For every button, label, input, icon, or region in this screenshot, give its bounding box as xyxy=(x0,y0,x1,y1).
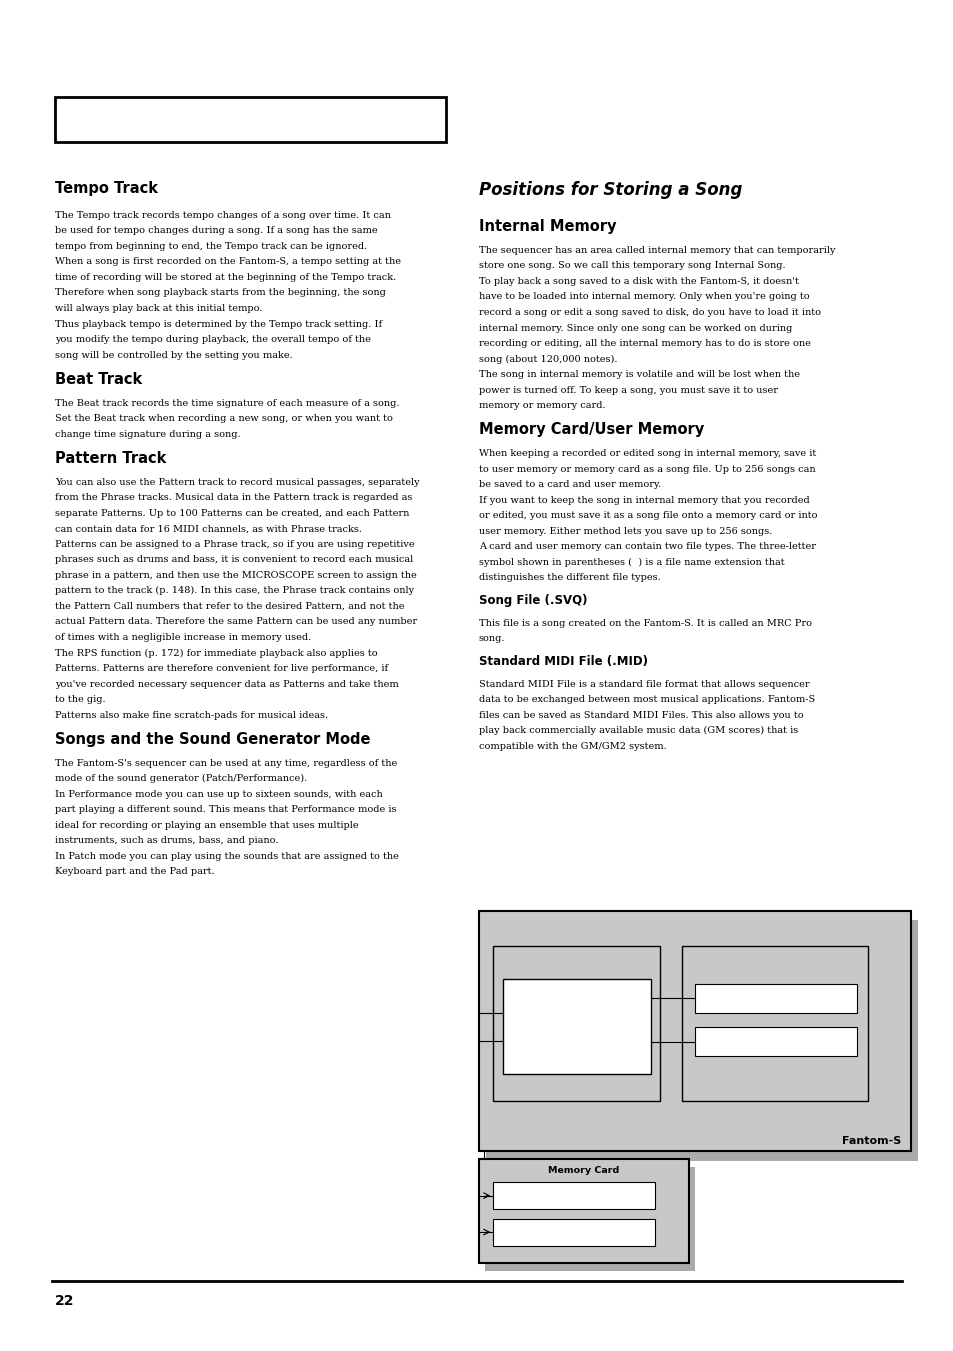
Text: have to be loaded into internal memory. Only when you're going to: have to be loaded into internal memory. … xyxy=(478,292,809,301)
Text: pattern to the track (p. 148). In this case, the Phrase track contains only: pattern to the track (p. 148). In this c… xyxy=(55,586,414,596)
Text: be saved to a card and user memory.: be saved to a card and user memory. xyxy=(478,480,660,489)
Text: be used for tempo changes during a song. If a song has the same: be used for tempo changes during a song.… xyxy=(55,227,377,235)
Text: This file is a song created on the Fantom-S. It is called an MRC Pro: This file is a song created on the Fanto… xyxy=(478,619,811,628)
Text: The RPS function (p. 172) for immediate playback also applies to: The RPS function (p. 172) for immediate … xyxy=(55,648,377,658)
Text: to the gig.: to the gig. xyxy=(55,694,106,704)
Text: of times with a negligible increase in memory used.: of times with a negligible increase in m… xyxy=(55,632,312,642)
Text: separate Patterns. Up to 100 Patterns can be created, and each Pattern: separate Patterns. Up to 100 Patterns ca… xyxy=(55,508,409,517)
Text: part playing a different sound. This means that Performance mode is: part playing a different sound. This mea… xyxy=(55,805,396,815)
Text: song.: song. xyxy=(478,634,505,643)
Text: record a song or edit a song saved to disk, do you have to load it into: record a song or edit a song saved to di… xyxy=(478,308,820,317)
Text: symbol shown in parentheses (  ) is a file name extension that: symbol shown in parentheses ( ) is a fil… xyxy=(478,558,783,567)
Text: compatible with the GM/GM2 system.: compatible with the GM/GM2 system. xyxy=(478,742,666,751)
Text: Song file: Song file xyxy=(555,1192,593,1200)
Text: tempo from beginning to end, the Tempo track can be ignored.: tempo from beginning to end, the Tempo t… xyxy=(55,242,367,251)
Text: You can also use the Pattern track to record musical passages, separately: You can also use the Pattern track to re… xyxy=(55,477,419,486)
Text: change time signature during a song.: change time signature during a song. xyxy=(55,430,241,439)
Text: you've recorded necessary sequencer data as Patterns and take them: you've recorded necessary sequencer data… xyxy=(55,680,398,689)
Text: Standard MIDI file: Standard MIDI file xyxy=(737,1038,813,1046)
Text: user memory. Either method lets you save up to 256 songs.: user memory. Either method lets you save… xyxy=(478,527,772,536)
Text: Song File (.SVQ): Song File (.SVQ) xyxy=(478,594,587,608)
Text: In Patch mode you can play using the sounds that are assigned to the: In Patch mode you can play using the sou… xyxy=(55,851,398,861)
Text: will always play back at this initial tempo.: will always play back at this initial te… xyxy=(55,304,263,313)
Text: Keyboard part and the Pad part.: Keyboard part and the Pad part. xyxy=(55,867,214,877)
Text: Songs and the Sound Generator Mode: Songs and the Sound Generator Mode xyxy=(55,731,371,747)
Text: time of recording will be stored at the beginning of the Tempo track.: time of recording will be stored at the … xyxy=(55,273,396,282)
Bar xyxy=(493,946,659,1101)
Text: Tempo Track: Tempo Track xyxy=(55,181,158,196)
Text: instruments, such as drums, bass, and piano.: instruments, such as drums, bass, and pi… xyxy=(55,836,278,846)
Text: phrases such as drums and bass, it is convenient to record each musical: phrases such as drums and bass, it is co… xyxy=(55,555,414,565)
Text: memory or memory card.: memory or memory card. xyxy=(478,401,605,411)
Text: song will be controlled by the setting you make.: song will be controlled by the setting y… xyxy=(55,350,293,359)
Text: ideal for recording or playing an ensemble that uses multiple: ideal for recording or playing an ensemb… xyxy=(55,820,358,830)
Text: When keeping a recorded or edited song in internal memory, save it: When keeping a recorded or edited song i… xyxy=(478,449,816,458)
Text: The sequencer has an area called internal memory that can temporarily: The sequencer has an area called interna… xyxy=(478,246,835,255)
Text: The Beat track records the time signature of each measure of a song.: The Beat track records the time signatur… xyxy=(55,399,399,408)
Text: song (about 120,000 notes).: song (about 120,000 notes). xyxy=(478,354,617,363)
Text: to user memory or memory card as a song file. Up to 256 songs can: to user memory or memory card as a song … xyxy=(478,465,815,474)
Text: Memory Card: Memory Card xyxy=(548,1166,618,1175)
Text: Overview of the Fantom-S: Overview of the Fantom-S xyxy=(67,113,261,126)
Text: Positions for Storing a Song: Positions for Storing a Song xyxy=(478,181,741,199)
Bar xyxy=(478,911,910,1151)
Text: Pattern Track: Pattern Track xyxy=(55,450,167,466)
Text: phrase in a pattern, and then use the MICROSCOPE screen to assign the: phrase in a pattern, and then use the MI… xyxy=(55,570,416,580)
Text: or edited, you must save it as a song file onto a memory card or into: or edited, you must save it as a song fi… xyxy=(478,511,817,520)
Text: mode of the sound generator (Patch/Performance).: mode of the sound generator (Patch/Perfo… xyxy=(55,774,307,784)
Text: To play back a song saved to a disk with the Fantom-S, it doesn't: To play back a song saved to a disk with… xyxy=(478,277,798,286)
Bar xyxy=(502,979,650,1074)
Text: Standard MIDI file: Standard MIDI file xyxy=(536,1228,612,1236)
Text: store one song. So we call this temporary song Internal Song.: store one song. So we call this temporar… xyxy=(478,262,784,270)
Text: Set the Beat track when recording a new song, or when you want to: Set the Beat track when recording a new … xyxy=(55,413,393,423)
Text: Fantom-S: Fantom-S xyxy=(841,1136,901,1146)
Text: internal memory. Since only one song can be worked on during: internal memory. Since only one song can… xyxy=(478,323,791,332)
Bar xyxy=(484,1167,694,1271)
Bar xyxy=(478,1159,688,1263)
Text: play back commercially available music data (GM scores) that is: play back commercially available music d… xyxy=(478,725,798,735)
Bar xyxy=(493,1182,655,1209)
Text: User Memory: User Memory xyxy=(739,952,810,962)
Text: Patterns. Patterns are therefore convenient for live performance, if: Patterns. Patterns are therefore conveni… xyxy=(55,663,388,673)
Text: the Pattern Call numbers that refer to the desired Pattern, and not the: the Pattern Call numbers that refer to t… xyxy=(55,601,404,611)
Text: A card and user memory can contain two file types. The three-letter: A card and user memory can contain two f… xyxy=(478,542,815,551)
Text: Memory Card/User Memory: Memory Card/User Memory xyxy=(478,422,703,438)
Text: recording or editing, all the internal memory has to do is store one: recording or editing, all the internal m… xyxy=(478,339,810,349)
Text: Standard MIDI File is a standard file format that allows sequencer: Standard MIDI File is a standard file fo… xyxy=(478,680,809,689)
Text: Song file: Song file xyxy=(756,994,794,1002)
Text: data to be exchanged between most musical applications. Fantom-S: data to be exchanged between most musica… xyxy=(478,694,814,704)
Bar xyxy=(694,984,856,1013)
Text: Internal Memory: Internal Memory xyxy=(478,219,616,234)
Text: Patterns also make fine scratch-pads for musical ideas.: Patterns also make fine scratch-pads for… xyxy=(55,711,328,720)
Text: Temporary Memory: Temporary Memory xyxy=(524,952,628,962)
Text: 22: 22 xyxy=(54,1294,73,1308)
Text: Beat Track: Beat Track xyxy=(55,372,142,386)
Bar xyxy=(493,1219,655,1246)
Text: power is turned off. To keep a song, you must save it to user: power is turned off. To keep a song, you… xyxy=(478,385,777,394)
Text: distinguishes the different file types.: distinguishes the different file types. xyxy=(478,573,660,582)
Bar xyxy=(485,920,917,1161)
Bar xyxy=(694,1027,856,1056)
Text: actual Pattern data. Therefore the same Pattern can be used any number: actual Pattern data. Therefore the same … xyxy=(55,617,417,627)
Bar xyxy=(681,946,867,1101)
Text: The Tempo track records tempo changes of a song over time. It can: The Tempo track records tempo changes of… xyxy=(55,211,391,220)
Text: can contain data for 16 MIDI channels, as with Phrase tracks.: can contain data for 16 MIDI channels, a… xyxy=(55,524,362,534)
Text: Standard MIDI File (.MID): Standard MIDI File (.MID) xyxy=(478,655,647,669)
Text: In Performance mode you can use up to sixteen sounds, with each: In Performance mode you can use up to si… xyxy=(55,789,383,798)
Text: you modify the tempo during playback, the overall tempo of the: you modify the tempo during playback, th… xyxy=(55,335,371,345)
Text: Internal Memory: Internal Memory xyxy=(538,1023,614,1031)
Text: When a song is first recorded on the Fantom-S, a tempo setting at the: When a song is first recorded on the Fan… xyxy=(55,257,401,266)
Text: Thus playback tempo is determined by the Tempo track setting. If: Thus playback tempo is determined by the… xyxy=(55,319,382,328)
Text: Patterns can be assigned to a Phrase track, so if you are using repetitive: Patterns can be assigned to a Phrase tra… xyxy=(55,539,415,549)
Text: The Fantom-S's sequencer can be used at any time, regardless of the: The Fantom-S's sequencer can be used at … xyxy=(55,758,397,767)
Text: The song in internal memory is volatile and will be lost when the: The song in internal memory is volatile … xyxy=(478,370,799,380)
Text: files can be saved as Standard MIDI Files. This also allows you to: files can be saved as Standard MIDI File… xyxy=(478,711,802,720)
Text: from the Phrase tracks. Musical data in the Pattern track is regarded as: from the Phrase tracks. Musical data in … xyxy=(55,493,413,503)
Text: Therefore when song playback starts from the beginning, the song: Therefore when song playback starts from… xyxy=(55,288,386,297)
Text: If you want to keep the song in internal memory that you recorded: If you want to keep the song in internal… xyxy=(478,496,809,505)
Bar xyxy=(55,97,446,142)
